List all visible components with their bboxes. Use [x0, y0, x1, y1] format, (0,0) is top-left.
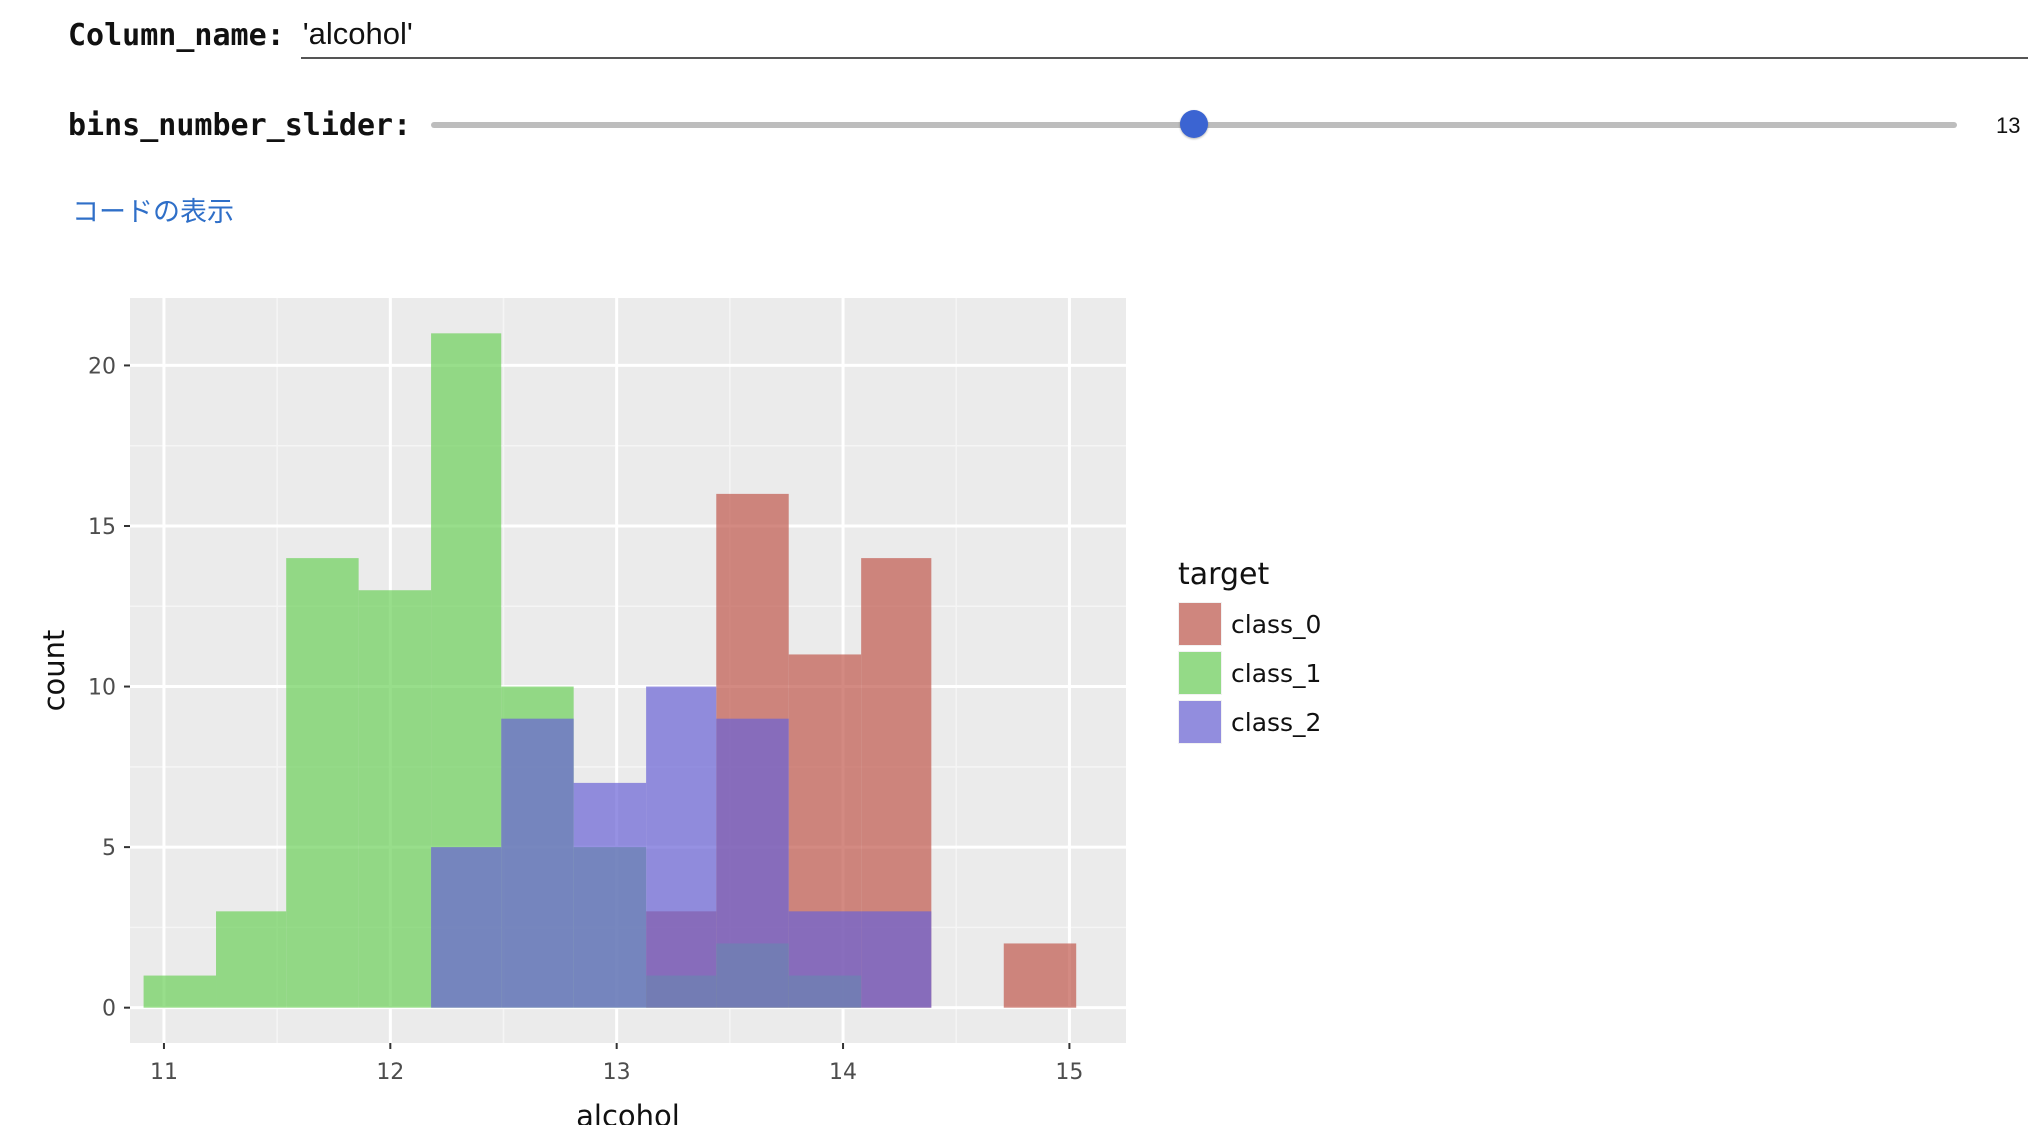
y-tick-label: 0 [102, 997, 116, 1022]
slider-thumb[interactable] [1180, 110, 1209, 138]
legend-swatch-class_0 [1179, 603, 1221, 645]
legend-swatch-class_1 [1179, 652, 1221, 694]
bar-class_1 [216, 911, 287, 1008]
bar-class_2 [788, 911, 862, 1008]
bar-class_0 [1003, 943, 1077, 1008]
legend-label-class_2: class_2 [1231, 708, 1321, 737]
y-tick-label: 10 [88, 676, 116, 701]
y-tick-label: 15 [88, 515, 116, 540]
column-name-label: Column_name: [68, 17, 285, 53]
legend-label-class_1: class_1 [1231, 659, 1321, 688]
x-tick-label: 14 [829, 1060, 857, 1085]
y-tick-label: 5 [102, 836, 116, 861]
bar-class_2 [431, 847, 502, 1008]
axes: 11 12 13 14 15 0 5 10 15 20 [88, 354, 1083, 1085]
show-code-link[interactable]: コードの表示 [72, 197, 234, 228]
bar-class_1 [143, 975, 217, 1008]
legend-title: target [1178, 557, 1269, 592]
x-tick-label: 11 [150, 1060, 178, 1085]
bins-slider-row: bins_number_slider: [68, 98, 2028, 152]
y-axis-label: count [37, 630, 71, 712]
x-tick-label: 12 [376, 1060, 404, 1085]
bars [143, 333, 1077, 1008]
slider-value: 13 [1996, 113, 2021, 138]
bins-number-slider[interactable] [431, 105, 1958, 145]
bar-class_2 [573, 782, 647, 1008]
bar-class_1 [358, 590, 432, 1008]
x-tick-label: 13 [603, 1060, 631, 1085]
bar-class_2 [716, 718, 789, 1008]
bar-class_2 [646, 686, 717, 1008]
legend-label-class_0: class_0 [1231, 610, 1321, 639]
column-name-input[interactable] [300, 11, 2028, 59]
column-name-row: Column_name: [68, 8, 2028, 62]
x-axis-label: alcohol [576, 1099, 680, 1125]
x-tick-label: 15 [1055, 1060, 1083, 1085]
bar-class_2 [861, 911, 932, 1008]
bins-slider-label: bins_number_slider: [68, 107, 412, 143]
bar-class_1 [286, 558, 359, 1008]
histogram-chart: 11 12 13 14 15 0 5 10 15 20 alcohol count target … [37, 298, 1321, 1125]
bar-class_2 [501, 718, 574, 1008]
legend-swatch-class_2 [1179, 701, 1221, 743]
y-tick-label: 20 [88, 354, 116, 379]
legend: target class_0 class_1 class_2 [1178, 557, 1321, 744]
